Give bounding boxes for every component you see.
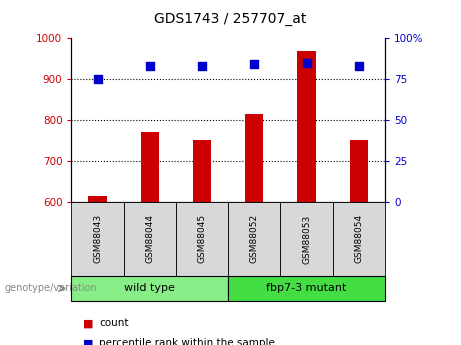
Text: GSM88052: GSM88052 (250, 214, 259, 264)
Point (146, 63, 154, 69)
Text: ■: ■ (83, 338, 94, 345)
Text: ■: ■ (83, 318, 94, 328)
Text: GSM88045: GSM88045 (198, 214, 207, 264)
Text: GDS1743 / 257707_at: GDS1743 / 257707_at (154, 12, 307, 26)
Point (251, 61, 258, 67)
Text: GSM88054: GSM88054 (355, 214, 363, 264)
Text: wild type: wild type (124, 284, 175, 293)
Text: count: count (99, 318, 129, 328)
Text: GSM88044: GSM88044 (145, 214, 154, 264)
Bar (141, 132, 159, 202)
Text: fbp7-3 mutant: fbp7-3 mutant (266, 284, 347, 293)
Text: percentile rank within the sample: percentile rank within the sample (99, 338, 275, 345)
Bar (245, 114, 264, 202)
Text: GSM88053: GSM88053 (302, 214, 311, 264)
Bar (297, 51, 316, 202)
Text: genotype/variation: genotype/variation (5, 284, 97, 293)
Bar (349, 140, 368, 202)
Bar (193, 140, 211, 202)
Point (198, 63, 206, 69)
Point (355, 63, 362, 69)
Bar (89, 196, 106, 202)
Point (303, 60, 310, 65)
Point (94, 76, 101, 82)
Text: GSM88043: GSM88043 (93, 214, 102, 264)
